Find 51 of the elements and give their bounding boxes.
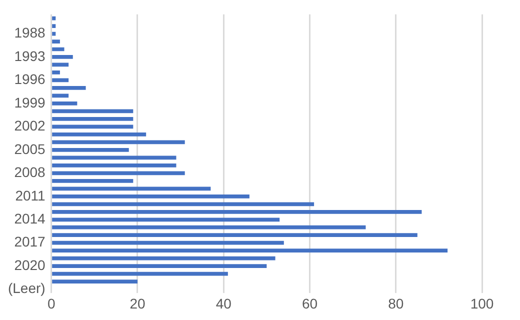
x-tick-label: 60 <box>302 295 318 312</box>
bar <box>52 132 146 136</box>
bar <box>52 109 134 114</box>
y-tick-label: 2008 <box>14 164 46 180</box>
y-tick-label: 2017 <box>14 234 46 250</box>
bar <box>52 178 134 183</box>
bar <box>52 78 69 82</box>
y-tick-label: 1988 <box>14 24 46 41</box>
x-tick-label: 20 <box>130 295 146 312</box>
y-tick-label: 2020 <box>14 256 46 273</box>
bar <box>52 117 134 121</box>
bar <box>52 40 60 44</box>
x-tick-label: 80 <box>388 295 404 312</box>
x-tick-label: 100 <box>470 295 494 312</box>
bar <box>52 47 64 52</box>
y-tick-label: 1999 <box>14 94 46 110</box>
bar <box>52 218 280 222</box>
y-tick-label: 2014 <box>14 210 46 226</box>
bar <box>52 233 418 238</box>
bar <box>52 210 422 214</box>
x-tick-label: 40 <box>216 295 232 312</box>
y-tick-label: (Leer) <box>8 280 46 296</box>
bar <box>52 163 176 168</box>
bar <box>52 194 250 198</box>
bar <box>52 148 129 152</box>
bar <box>52 156 176 160</box>
bar <box>52 225 366 230</box>
bar <box>52 248 448 253</box>
bar <box>52 280 138 284</box>
bar <box>52 102 78 106</box>
bar <box>52 94 69 98</box>
y-tick-label: 1996 <box>14 71 46 88</box>
y-tick-label: 2002 <box>14 118 46 134</box>
y-tick-label: 2005 <box>14 140 46 157</box>
bar <box>52 240 284 245</box>
bar <box>52 256 276 260</box>
bar <box>52 55 73 59</box>
bar <box>52 140 185 144</box>
bar <box>52 202 314 206</box>
bar <box>52 62 69 67</box>
bar <box>52 70 60 74</box>
bar <box>52 272 228 276</box>
bar <box>52 86 86 90</box>
x-tick-label: 0 <box>47 295 56 312</box>
bar <box>52 264 267 268</box>
bar <box>52 124 134 129</box>
bar <box>52 171 185 176</box>
y-tick-label: 1993 <box>14 48 46 64</box>
bar <box>52 186 211 191</box>
y-tick-label: 2011 <box>15 187 46 204</box>
bar <box>52 24 56 28</box>
